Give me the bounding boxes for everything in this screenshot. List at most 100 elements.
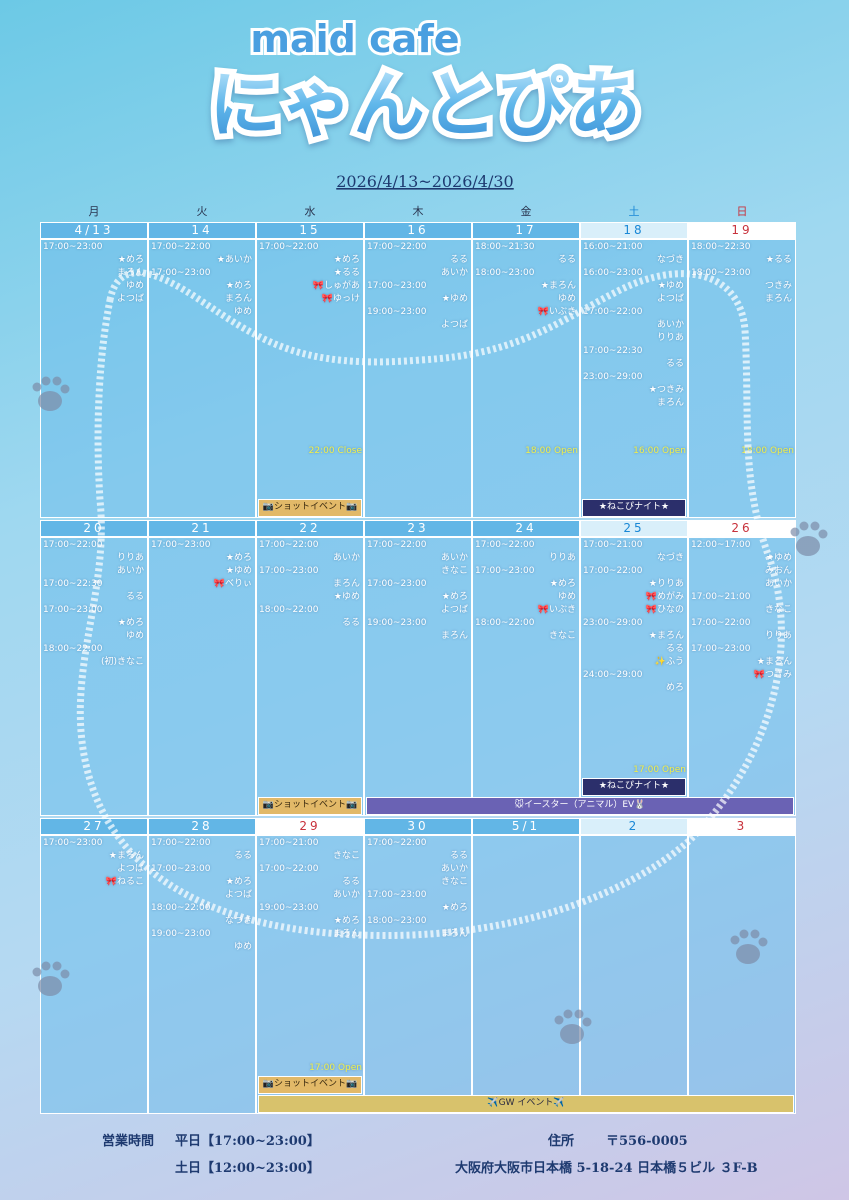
date-header: 30 bbox=[364, 818, 472, 835]
staff-name: るる bbox=[665, 359, 684, 369]
staff-name: めろ bbox=[665, 683, 684, 693]
date-header: 25 bbox=[580, 520, 688, 537]
weekday-label: 木 bbox=[412, 205, 424, 218]
shift-time: 18:00~22:00 bbox=[43, 644, 103, 654]
staff-name: まろん bbox=[224, 294, 252, 304]
date-header: 16 bbox=[364, 222, 472, 239]
date-header: 20 bbox=[40, 520, 148, 537]
day-cell bbox=[580, 835, 688, 1114]
date-header: 23 bbox=[364, 520, 472, 537]
date-header: 3 bbox=[688, 818, 796, 835]
staff-name: あいか bbox=[764, 579, 792, 589]
shift-time: 17:00~23:00 bbox=[43, 242, 103, 252]
shift-time: 17:00~22:00 bbox=[259, 864, 319, 874]
date-header: 17 bbox=[472, 222, 580, 239]
shift-time: 17:00~23:00 bbox=[475, 566, 535, 576]
shift-time: 19:00~23:00 bbox=[151, 929, 211, 939]
event-banner: ★ねこぴナイト★ bbox=[582, 499, 686, 517]
staff-name: ★るる bbox=[765, 255, 792, 265]
staff-name: ★ゆめ bbox=[225, 566, 252, 576]
staff-name: なづき bbox=[656, 255, 684, 265]
staff-name: りりあ bbox=[764, 631, 792, 641]
hours-note: 16:00 Open bbox=[633, 446, 686, 456]
staff-name: まろん bbox=[332, 929, 360, 939]
shift-time: 17:00~23:00 bbox=[151, 864, 211, 874]
staff-name: まろん bbox=[440, 929, 468, 939]
shift-time: 18:00~21:30 bbox=[475, 242, 535, 252]
weekday-label: 月 bbox=[88, 205, 100, 218]
staff-name: ★めろ bbox=[549, 579, 576, 589]
staff-name: 🎀めがみ bbox=[645, 592, 684, 602]
weekday-label: 日 bbox=[736, 205, 748, 218]
staff-name: 🎀いぶき bbox=[537, 307, 576, 317]
staff-name: るる bbox=[341, 618, 360, 628]
staff-name: あいか bbox=[440, 864, 468, 874]
shift-time: 17:00~23:00 bbox=[43, 605, 103, 615]
shift-time: 17:00~22:00 bbox=[583, 566, 643, 576]
hours-note: 22:00 Close bbox=[308, 446, 362, 456]
shift-time: 16:00~23:00 bbox=[583, 268, 643, 278]
staff-name: 🎀べりぃ bbox=[213, 579, 252, 589]
staff-name: ゆめ bbox=[557, 294, 576, 304]
date-header: 21 bbox=[148, 520, 256, 537]
shift-time: 17:00~22:00 bbox=[259, 540, 319, 550]
weekday-label: 金 bbox=[520, 205, 532, 218]
event-banner: 🐭イースター（アニマル）EV🐰 bbox=[366, 797, 794, 815]
shift-time: 17:00~21:00 bbox=[583, 540, 643, 550]
date-header: 28 bbox=[148, 818, 256, 835]
staff-name: ★ゆめ bbox=[441, 294, 468, 304]
staff-name: るる bbox=[665, 644, 684, 654]
shift-time: 18:00~22:00 bbox=[259, 605, 319, 615]
staff-name: よつば bbox=[440, 320, 468, 330]
hours-note: 18:00 Open bbox=[525, 446, 578, 456]
logo: maid cafe にゃんとぴあ 2026/4/13~2026/4/30 bbox=[203, 14, 647, 191]
shift-time: 18:00~22:00 bbox=[475, 618, 535, 628]
staff-name: 🎀つきみ bbox=[753, 670, 792, 680]
staff-name: よつば bbox=[656, 294, 684, 304]
date-header: 18 bbox=[580, 222, 688, 239]
shift-time: 17:00~22:00 bbox=[151, 838, 211, 848]
staff-name: ★ゆめ bbox=[333, 592, 360, 602]
staff-name: きなこ bbox=[440, 566, 468, 576]
shift-time: 17:00~22:00 bbox=[475, 540, 535, 550]
weekday-hours: 平日【17:00~23:00】 bbox=[175, 1134, 320, 1149]
date-header: 4/13 bbox=[40, 222, 148, 239]
shift-time: 17:00~22:00 bbox=[367, 242, 427, 252]
shift-time: 17:00~23:00 bbox=[151, 540, 211, 550]
shift-time: 17:00~23:00 bbox=[43, 838, 103, 848]
staff-name: ★めろ bbox=[333, 255, 360, 265]
logo-subtitle: maid cafe bbox=[250, 17, 459, 61]
date-header: 15 bbox=[256, 222, 364, 239]
staff-name: ゆめ bbox=[125, 631, 144, 641]
staff-name: つきみ bbox=[764, 281, 792, 291]
shift-time: 19:00~23:00 bbox=[367, 307, 427, 317]
staff-name: (初)きなこ bbox=[100, 657, 144, 667]
staff-name: ゆめ bbox=[125, 281, 144, 291]
staff-name: ★つきみ bbox=[648, 385, 684, 395]
shift-time: 17:00~22:00 bbox=[691, 618, 751, 628]
shift-time: 17:00~21:00 bbox=[259, 838, 319, 848]
event-banner: ✈️GW イベント✈️ bbox=[258, 1095, 794, 1113]
staff-name: ★まろん bbox=[108, 851, 144, 861]
staff-name: きなこ bbox=[440, 877, 468, 887]
shift-time: 23:00~29:00 bbox=[583, 372, 643, 382]
staff-name: よつば bbox=[224, 890, 252, 900]
staff-name: あいか bbox=[332, 553, 360, 563]
staff-name: よつば bbox=[116, 864, 144, 874]
shift-time: 18:00~22:00 bbox=[151, 903, 211, 913]
weekday-label: 水 bbox=[304, 205, 316, 218]
staff-name: ★るる bbox=[333, 268, 360, 278]
staff-name: りりあ bbox=[656, 333, 684, 343]
staff-name: ★めろ bbox=[441, 592, 468, 602]
weekday-label: 土 bbox=[628, 205, 640, 218]
hours-label: 営業時間 bbox=[102, 1134, 155, 1149]
staff-name: ★ゆめ bbox=[657, 281, 684, 291]
staff-name: あいか bbox=[656, 320, 684, 330]
staff-name: きなこ bbox=[764, 605, 792, 615]
period: 2026/4/13~2026/4/30 bbox=[336, 172, 513, 191]
staff-name: ゆめ bbox=[557, 592, 576, 602]
staff-name: よつば bbox=[116, 294, 144, 304]
staff-name: あいか bbox=[332, 890, 360, 900]
staff-name: ★めろ bbox=[117, 618, 144, 628]
